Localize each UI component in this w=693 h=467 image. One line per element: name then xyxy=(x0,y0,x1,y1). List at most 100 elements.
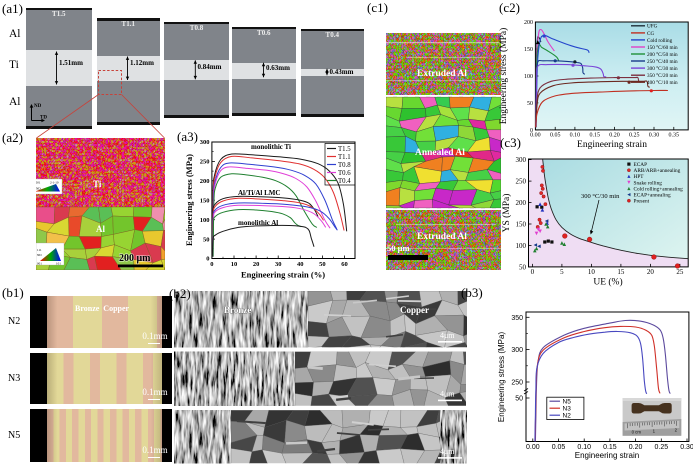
svg-text:Copper: Copper xyxy=(400,305,429,315)
svg-text:2: 2 xyxy=(675,428,678,433)
svg-text:0.00: 0.00 xyxy=(530,133,541,139)
svg-text:T1.5: T1.5 xyxy=(338,146,351,153)
svg-text:Al: Al xyxy=(96,224,105,234)
svg-text:350: 350 xyxy=(511,315,523,322)
svg-text:CG: CG xyxy=(647,31,654,37)
svg-text:0.20: 0.20 xyxy=(609,133,620,139)
svg-text:N5: N5 xyxy=(563,399,572,406)
svg-text:T0.8: T0.8 xyxy=(338,162,351,169)
svg-text:50 μm: 50 μm xyxy=(387,243,410,253)
svg-text:0: 0 xyxy=(530,128,533,134)
svg-text:0.15: 0.15 xyxy=(603,444,617,451)
svg-text:0.25: 0.25 xyxy=(629,133,640,139)
svg-text:HPT: HPT xyxy=(634,174,645,180)
svg-text:ND: ND xyxy=(37,253,42,257)
svg-text:50: 50 xyxy=(515,396,523,403)
svg-text:50: 50 xyxy=(527,101,533,107)
svg-text:10: 10 xyxy=(588,268,596,276)
svg-text:350 °C/20 min: 350 °C/20 min xyxy=(647,72,678,79)
svg-text:Engineering stress (MPa): Engineering stress (MPa) xyxy=(497,332,506,423)
svg-text:1: 1 xyxy=(653,429,656,434)
svg-text:250: 250 xyxy=(200,159,210,166)
svg-text:0.30: 0.30 xyxy=(680,444,693,451)
svg-text:150: 150 xyxy=(200,198,210,205)
svg-text:300: 300 xyxy=(511,347,523,354)
svg-text:T0.4: T0.4 xyxy=(338,178,351,185)
svg-text:Al/Ti/Al LMC: Al/Ti/Al LMC xyxy=(238,189,280,197)
svg-text:150: 150 xyxy=(516,221,527,229)
svg-text:200 °C/50 min: 200 °C/50 min xyxy=(647,51,678,58)
svg-text:40: 40 xyxy=(297,261,304,268)
svg-text:200: 200 xyxy=(524,20,533,26)
svg-text:0001: 0001 xyxy=(36,181,41,185)
svg-text:101: 101 xyxy=(56,262,61,266)
svg-text:300 °C/30 min: 300 °C/30 min xyxy=(647,65,678,72)
svg-text:Engineering stress (MPa): Engineering stress (MPa) xyxy=(498,28,509,125)
svg-text:0.05: 0.05 xyxy=(552,444,566,451)
svg-text:Cold rolling: Cold rolling xyxy=(647,38,673,44)
svg-text:250: 250 xyxy=(516,178,527,186)
svg-text:300: 300 xyxy=(516,156,527,164)
svg-text:0.05: 0.05 xyxy=(550,133,561,139)
svg-text:20: 20 xyxy=(253,261,260,268)
svg-text:50: 50 xyxy=(319,261,326,268)
svg-text:50: 50 xyxy=(519,263,527,271)
svg-text:0.35: 0.35 xyxy=(669,133,680,139)
svg-text:T0.6: T0.6 xyxy=(338,170,351,177)
svg-text:250 °C/40 min: 250 °C/40 min xyxy=(647,58,678,65)
svg-text:ARB/ARB+annealing: ARB/ARB+annealing xyxy=(634,168,681,174)
svg-text:N3: N3 xyxy=(563,406,572,413)
svg-text:25: 25 xyxy=(676,268,684,276)
svg-text:200: 200 xyxy=(200,178,210,185)
svg-text:T1.1: T1.1 xyxy=(338,154,351,161)
svg-text:0 cm: 0 cm xyxy=(632,430,642,435)
svg-text:UE (%): UE (%) xyxy=(593,277,622,288)
svg-text:200: 200 xyxy=(516,199,527,207)
svg-text:300 °C/30 min: 300 °C/30 min xyxy=(581,193,620,200)
svg-text:4μm: 4μm xyxy=(440,390,455,399)
svg-text:Bronze: Bronze xyxy=(224,305,251,315)
svg-text:100: 100 xyxy=(200,217,210,224)
svg-text:Extruded Al: Extruded Al xyxy=(417,232,467,242)
svg-text:200 μm: 200 μm xyxy=(119,253,151,264)
svg-text:0: 0 xyxy=(206,256,209,263)
svg-text:ND: ND xyxy=(36,187,41,191)
svg-text:111: 111 xyxy=(37,248,42,252)
svg-text:UFG: UFG xyxy=(647,24,658,30)
svg-text:250: 250 xyxy=(511,380,523,387)
svg-text:300: 300 xyxy=(200,139,210,146)
svg-text:60: 60 xyxy=(341,261,348,268)
svg-text:Snake rolling: Snake rolling xyxy=(634,180,663,186)
svg-text:ECAP: ECAP xyxy=(634,162,648,168)
svg-text:monolithic Ti: monolithic Ti xyxy=(251,143,291,151)
svg-text:15: 15 xyxy=(617,268,625,276)
svg-text:4μm: 4μm xyxy=(440,331,455,340)
svg-text:001: 001 xyxy=(37,262,42,266)
svg-text:0.30: 0.30 xyxy=(649,133,660,139)
svg-text:150 °C/60 min: 150 °C/60 min xyxy=(647,44,678,51)
svg-text:ECAP+annealing: ECAP+annealing xyxy=(634,193,671,199)
svg-text:Engineering stress (MPa): Engineering stress (MPa) xyxy=(184,154,194,246)
svg-text:50: 50 xyxy=(203,236,210,243)
svg-text:Annealed Al: Annealed Al xyxy=(415,148,465,158)
svg-text:4μm: 4μm xyxy=(440,447,455,456)
svg-text:150: 150 xyxy=(524,47,533,53)
svg-text:0: 0 xyxy=(210,261,213,268)
svg-text:ND: ND xyxy=(34,104,42,109)
svg-text:0.10: 0.10 xyxy=(570,133,581,139)
svg-text:100: 100 xyxy=(524,74,533,80)
svg-text:30: 30 xyxy=(275,261,282,268)
svg-text:0.15: 0.15 xyxy=(589,133,600,139)
svg-text:TD: TD xyxy=(40,116,47,121)
svg-text:Engineering strain: Engineering strain xyxy=(575,451,639,460)
svg-text:10: 10 xyxy=(231,261,238,268)
svg-text:YS (MPa): YS (MPa) xyxy=(501,194,512,233)
svg-text:monolithic Al: monolithic Al xyxy=(238,219,278,227)
svg-text:Present: Present xyxy=(634,199,650,205)
svg-text:N2: N2 xyxy=(563,413,572,420)
svg-text:Engineering strain: Engineering strain xyxy=(577,140,647,150)
svg-text:20: 20 xyxy=(647,268,655,276)
svg-text:Cold rolling+annealing: Cold rolling+annealing xyxy=(634,186,684,192)
svg-text:0.25: 0.25 xyxy=(654,444,668,451)
svg-text:0.20: 0.20 xyxy=(629,444,643,451)
